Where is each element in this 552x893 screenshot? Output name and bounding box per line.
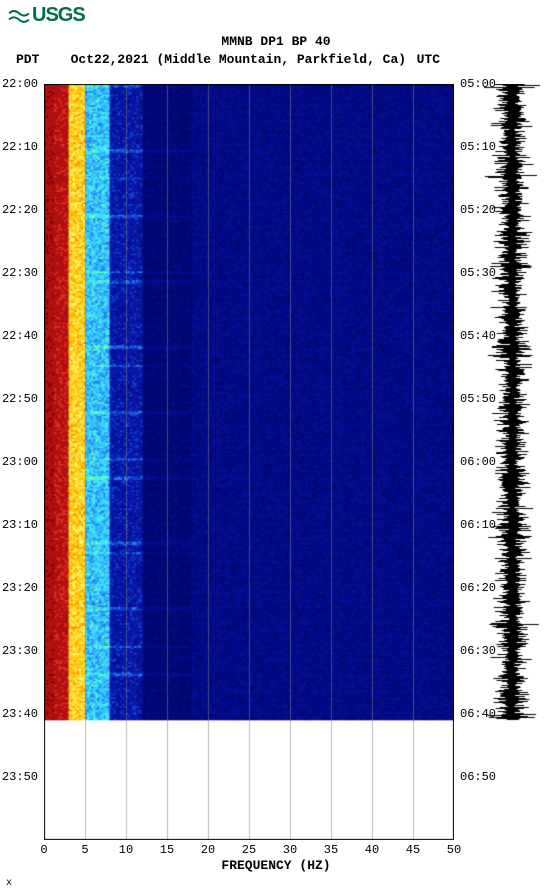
yaxis-left-tick: 23:10 xyxy=(2,518,38,532)
plot-subtitle: PDT Oct22,2021 (Middle Mountain, Parkfie… xyxy=(16,52,536,67)
yaxis-right-tick: 06:20 xyxy=(460,581,496,595)
spectrogram-canvas xyxy=(44,84,454,840)
x-axis-label: FREQUENCY (HZ) xyxy=(0,858,552,873)
yaxis-right-tick: 06:40 xyxy=(460,707,496,721)
footer-mark: x xyxy=(6,878,12,889)
usgs-spectrogram-page: USGS MMNB DP1 BP 40 PDT Oct22,2021 (Midd… xyxy=(0,0,552,893)
yaxis-left-tick: 23:30 xyxy=(2,644,38,658)
xaxis-tick: 30 xyxy=(283,843,297,857)
yaxis-left-tick: 22:00 xyxy=(2,77,38,91)
yaxis-left-tick: 22:50 xyxy=(2,392,38,406)
usgs-wave-icon xyxy=(8,7,30,25)
yaxis-right-tick: 05:30 xyxy=(460,266,496,280)
xaxis-tick: 10 xyxy=(119,843,133,857)
usgs-logo-text: USGS xyxy=(32,4,85,27)
yaxis-right-tick: 06:10 xyxy=(460,518,496,532)
date-location: Oct22,2021 (Middle Mountain, Parkfield, … xyxy=(71,52,406,67)
plot-title: MMNB DP1 BP 40 xyxy=(0,34,552,49)
xaxis-tick: 5 xyxy=(81,843,88,857)
usgs-logo: USGS xyxy=(8,4,85,27)
yaxis-right-tick: 06:50 xyxy=(460,770,496,784)
xaxis-tick: 20 xyxy=(201,843,215,857)
xaxis-tick: 25 xyxy=(242,843,256,857)
yaxis-left-tick: 23:50 xyxy=(2,770,38,784)
yaxis-left-tick: 22:10 xyxy=(2,140,38,154)
xaxis-tick: 40 xyxy=(365,843,379,857)
xaxis-tick: 45 xyxy=(406,843,420,857)
yaxis-right-tick: 05:20 xyxy=(460,203,496,217)
tz-right: UTC xyxy=(417,52,440,67)
xaxis-tick: 15 xyxy=(160,843,174,857)
yaxis-right-tick: 05:00 xyxy=(460,77,496,91)
yaxis-right-tick: 05:10 xyxy=(460,140,496,154)
yaxis-left-tick: 22:20 xyxy=(2,203,38,217)
yaxis-left-tick: 22:30 xyxy=(2,266,38,280)
yaxis-left-tick: 23:00 xyxy=(2,455,38,469)
tz-left: PDT xyxy=(16,52,39,67)
yaxis-right-tick: 05:50 xyxy=(460,392,496,406)
plot-area xyxy=(44,84,454,840)
xaxis-tick: 35 xyxy=(324,843,338,857)
xaxis-tick: 0 xyxy=(40,843,47,857)
yaxis-right-tick: 05:40 xyxy=(460,329,496,343)
xaxis-tick: 50 xyxy=(447,843,461,857)
yaxis-left-tick: 23:40 xyxy=(2,707,38,721)
yaxis-right-tick: 06:30 xyxy=(460,644,496,658)
yaxis-left-tick: 23:20 xyxy=(2,581,38,595)
yaxis-right-tick: 06:00 xyxy=(460,455,496,469)
yaxis-left-tick: 22:40 xyxy=(2,329,38,343)
